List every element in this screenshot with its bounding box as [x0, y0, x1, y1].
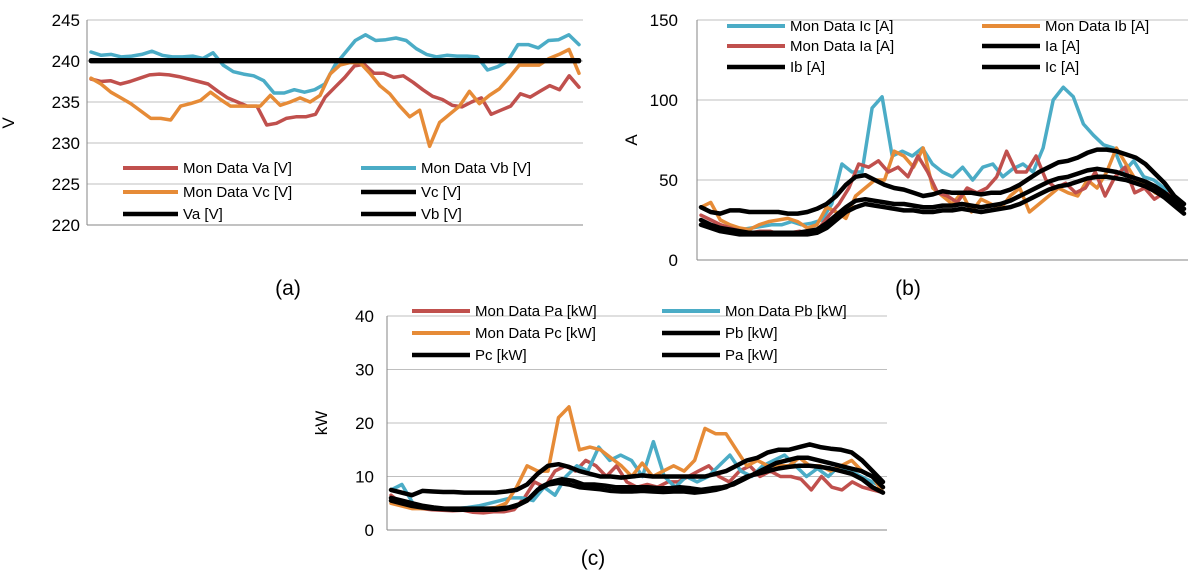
- legend-entry: Mon Data Va [V]: [183, 160, 292, 177]
- legend-entry: Pb [kW]: [725, 325, 778, 342]
- legend-entry: Pa [kW]: [725, 347, 778, 364]
- y-tick-label: 0: [669, 251, 678, 270]
- y-tick-label: 10: [355, 468, 374, 487]
- legend-entry: Ia [A]: [1045, 38, 1080, 55]
- legend-entry: Mon Data Ia [A]: [790, 38, 894, 55]
- y-tick-label: 40: [355, 307, 374, 326]
- y-tick-label: 50: [659, 171, 678, 190]
- legend-entry: Mon Data Ic [A]: [790, 18, 893, 35]
- legend-entry: Mon Data Pc [kW]: [475, 325, 596, 342]
- y-tick-label: 20: [355, 414, 374, 433]
- y-tick-label: 235: [52, 93, 80, 112]
- y-axis-label: A: [622, 134, 641, 146]
- series-line-mon-data-ic-a: [699, 85, 1186, 232]
- chart-panel-b: 0 50 100 150 A Mon Data Ic [A] Mon Data Ib [A]…: [622, 11, 1188, 300]
- legend-entry: Va [V]: [183, 206, 223, 223]
- legend: Mon Data Ic [A] Mon Data Ib [A] Mon Data I…: [727, 18, 1149, 76]
- chart-panel-c: 0 10 20 30 40 kW Mon Data Pa [kW] Mon Data Pb […: [312, 303, 887, 570]
- y-tick-label: 0: [365, 521, 374, 540]
- legend-entry: Vb [V]: [421, 206, 462, 223]
- panel-label: (b): [895, 277, 921, 300]
- y-tick-label: 150: [650, 11, 678, 30]
- legend-entry: Mon Data Ib [A]: [1045, 18, 1149, 35]
- legend-entry: Pc [kW]: [475, 347, 527, 364]
- legend-entry: Mon Data Vc [V]: [183, 184, 292, 201]
- y-axis-label: kW: [312, 411, 331, 436]
- legend-entry: Mon Data Pa [kW]: [475, 303, 597, 320]
- series-line-mon-data-va-v: [89, 62, 581, 127]
- series-line-ic-a: [698, 174, 1187, 237]
- legend: Mon Data Pa [kW] Mon Data Pb [kW] Mon Data…: [412, 303, 847, 364]
- legend-entry: Ic [A]: [1045, 59, 1079, 76]
- series-line-mon-data-vb-v: [89, 33, 581, 95]
- legend-entry: Ib [A]: [790, 59, 825, 76]
- y-tick-label: 245: [52, 11, 80, 30]
- y-tick-label: 100: [650, 91, 678, 110]
- y-tick-label: 240: [52, 52, 80, 71]
- y-tick-label: 225: [52, 175, 80, 194]
- legend: Mon Data Va [V] Mon Data Vb [V] Mon Data V…: [123, 160, 531, 223]
- y-tick-label: 30: [355, 361, 374, 380]
- legend-entry: Mon Data Vb [V]: [421, 160, 531, 177]
- series-line-mon-data-ib-a: [699, 146, 1186, 232]
- panel-label: (c): [581, 547, 606, 570]
- series-line-pb-kw: [388, 442, 886, 498]
- panel-label: (a): [275, 277, 301, 300]
- series-line-mon-data-vc-v: [89, 47, 581, 149]
- y-tick-label: 220: [52, 216, 80, 235]
- series-line-pa-kw: [388, 463, 886, 512]
- y-tick-label: 230: [52, 134, 80, 153]
- legend-entry: Mon Data Pb [kW]: [725, 303, 847, 320]
- series-line-ia-a: [698, 147, 1187, 216]
- y-axis-label: V: [0, 117, 18, 129]
- legend-entry: Vc [V]: [421, 184, 461, 201]
